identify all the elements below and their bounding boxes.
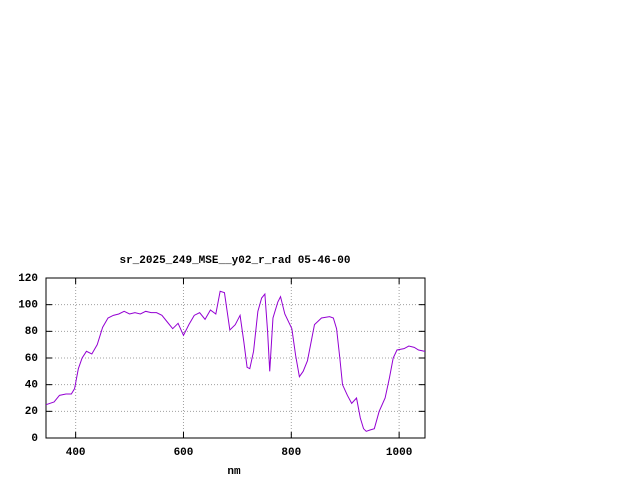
y-tick-label: 0 (31, 433, 38, 445)
x-tick-label: 1000 (386, 447, 412, 459)
y-tick-label: 20 (25, 406, 38, 418)
data-line (45, 290, 426, 432)
y-tick-label: 40 (25, 380, 38, 392)
y-tick-label: 60 (25, 353, 38, 365)
chart-title: sr_2025_249_MSE__y02_r_rad 05-46-00 (119, 255, 350, 267)
x-tick-label: 400 (66, 447, 86, 459)
plot-border (45, 277, 426, 439)
y-tick-label: 80 (25, 326, 38, 338)
x-tick-label: 600 (174, 447, 194, 459)
y-tick-label: 100 (18, 300, 38, 312)
y-tick-label: 120 (18, 273, 38, 285)
x-tick-label: 800 (281, 447, 301, 459)
x-axis-label: nm (227, 466, 241, 478)
